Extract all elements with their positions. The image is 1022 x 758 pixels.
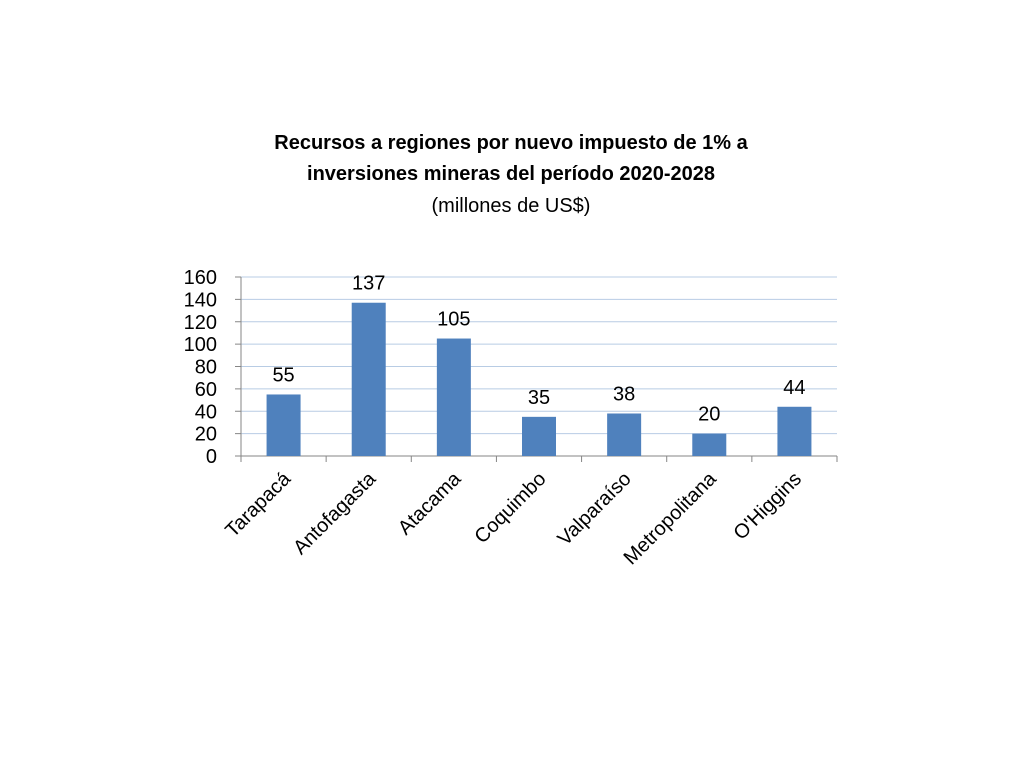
bar bbox=[436, 338, 471, 456]
data-label: 20 bbox=[698, 404, 720, 426]
bar bbox=[777, 406, 812, 456]
data-label: 44 bbox=[783, 377, 805, 399]
bar bbox=[522, 416, 556, 456]
chart-title-line-1: Recursos a regiones por nuevo impuesto d… bbox=[274, 132, 748, 154]
y-tick-label: 140 bbox=[184, 289, 217, 311]
y-tick-label: 0 bbox=[206, 446, 217, 468]
chart-title-line-2: inversiones mineras del período 2020-202… bbox=[307, 163, 715, 185]
y-tick-label: 160 bbox=[184, 267, 217, 289]
data-label: 35 bbox=[528, 387, 550, 409]
bar bbox=[607, 413, 642, 456]
data-label: 137 bbox=[352, 273, 385, 295]
y-tick-label: 120 bbox=[184, 312, 217, 334]
data-label: 55 bbox=[272, 364, 294, 386]
y-tick-label: 20 bbox=[195, 424, 217, 446]
y-tick-label: 60 bbox=[195, 379, 217, 401]
data-label: 105 bbox=[437, 309, 470, 331]
x-tick-label: Metropolitana bbox=[620, 467, 722, 569]
y-tick-label: 40 bbox=[195, 401, 217, 423]
x-tick-label: Tarapacá bbox=[221, 467, 295, 541]
bar bbox=[692, 433, 727, 456]
x-tick-label: O'Higgins bbox=[730, 468, 806, 544]
chart-subtitle: (millones de US$) bbox=[431, 195, 591, 217]
x-tick-label: Coquimbo bbox=[471, 468, 551, 548]
x-tick-label: Atacama bbox=[394, 467, 466, 539]
y-tick-label: 80 bbox=[195, 357, 217, 379]
y-tick-label: 100 bbox=[184, 334, 217, 356]
bar bbox=[266, 394, 301, 456]
x-tick-label: Antofagasta bbox=[289, 467, 381, 559]
data-label: 38 bbox=[613, 383, 635, 405]
bar bbox=[351, 302, 386, 456]
x-tick-label: Valparaíso bbox=[554, 468, 636, 550]
